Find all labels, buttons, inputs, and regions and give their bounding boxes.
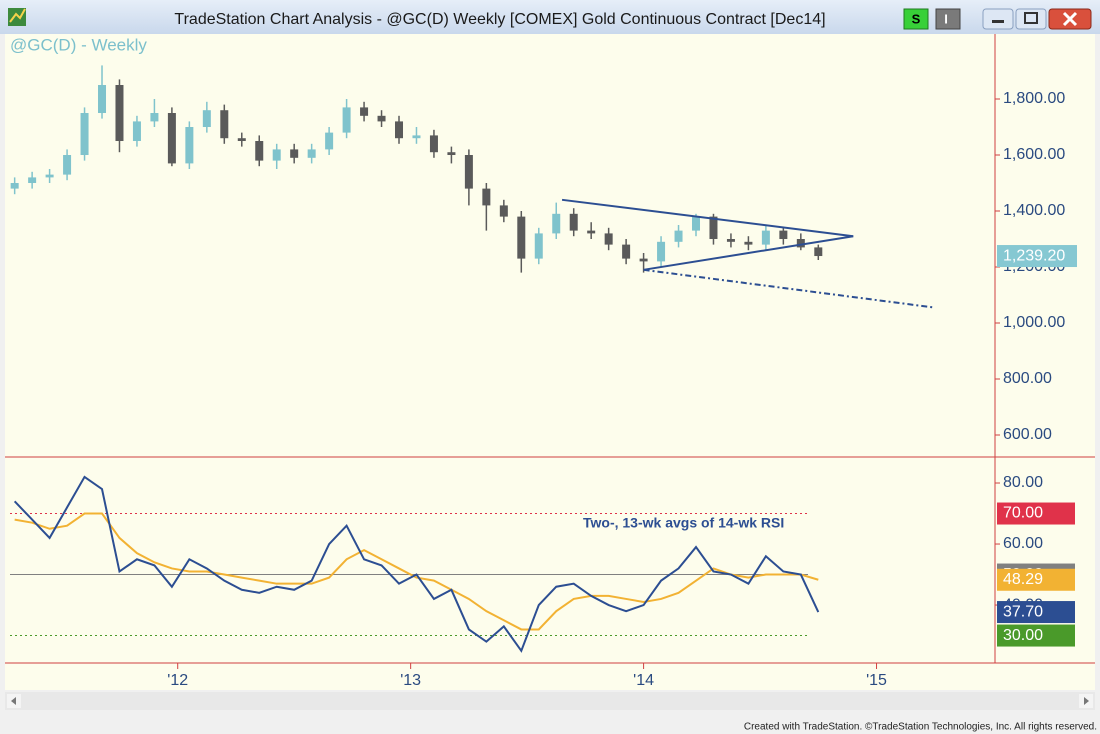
candle-body <box>814 247 823 257</box>
end-value-label: 37.70 <box>1003 603 1043 620</box>
candle-body <box>569 213 578 231</box>
end-value-box <box>997 601 1075 624</box>
candle-body <box>552 213 561 234</box>
candle-body <box>429 135 438 153</box>
close-button[interactable] <box>1048 8 1092 30</box>
app-icon <box>8 8 26 26</box>
y-tick-label: 60.00 <box>1003 535 1043 552</box>
reference-label: 30.00 <box>1003 627 1043 644</box>
trendline <box>643 235 854 271</box>
minimize-button[interactable] <box>982 8 1014 30</box>
window-title: TradeStation Chart Analysis - @GC(D) Wee… <box>174 11 825 28</box>
candle-body <box>150 113 159 122</box>
candle-body <box>63 155 72 175</box>
candle-body <box>255 141 264 161</box>
candle-body <box>115 85 124 142</box>
candle-body <box>464 155 473 189</box>
candle-body <box>360 107 369 116</box>
reference-box <box>997 624 1075 647</box>
maximize-button[interactable] <box>1015 8 1047 30</box>
candle-body <box>657 241 666 262</box>
x-tick-label: '13 <box>400 672 421 689</box>
candle-body <box>674 230 683 242</box>
last-price-label: 1,239.20 <box>1003 247 1065 264</box>
series-line <box>14 512 819 631</box>
footer: Created with TradeStation. ©TradeStation… <box>744 722 1097 733</box>
reference-label: 70.00 <box>1003 505 1043 522</box>
s-button[interactable]: S <box>903 8 929 30</box>
s-button-label: S <box>912 11 921 26</box>
reference-box <box>997 502 1075 525</box>
candle-body <box>482 188 491 206</box>
candle-body <box>779 230 788 240</box>
candle-body <box>132 121 141 142</box>
candle-body <box>534 233 543 259</box>
candle-body <box>499 205 508 217</box>
i-button-label: I <box>944 11 948 26</box>
candle-body <box>185 127 194 164</box>
y-tick-label: 800.00 <box>1003 370 1052 387</box>
candle-body <box>622 244 631 259</box>
candle-body <box>761 230 770 245</box>
panel-title: Two-, 13-wk avgs of 14-wk RSI <box>583 515 784 531</box>
candle-body <box>395 121 404 139</box>
candle-body <box>28 177 37 184</box>
candle-body <box>447 152 456 156</box>
candle-body <box>412 135 421 139</box>
chart-title: @GC(D) - Weekly <box>10 35 147 54</box>
candle-body <box>639 258 648 262</box>
candle-body <box>726 239 735 242</box>
y-tick-label: 80.00 <box>1003 474 1043 491</box>
y-tick-label: 1,400.00 <box>1003 202 1065 219</box>
candle-body <box>272 149 281 161</box>
y-tick-label: 1,000.00 <box>1003 314 1065 331</box>
candle-body <box>220 110 229 139</box>
candle-body <box>167 113 176 164</box>
end-value-label: 48.29 <box>1003 571 1043 588</box>
candle-body <box>517 216 526 259</box>
trendline <box>561 198 854 238</box>
end-value-box <box>997 568 1075 591</box>
candle-body <box>709 216 718 240</box>
candle-body <box>98 85 107 114</box>
x-tick-label: '14 <box>633 672 654 689</box>
y-tick-label: 600.00 <box>1003 426 1052 443</box>
scrollbar[interactable] <box>5 692 1095 710</box>
candle-body <box>325 132 334 150</box>
i-button[interactable]: I <box>935 8 961 30</box>
candle-body <box>604 233 613 245</box>
candle-body <box>307 149 316 158</box>
candle-body <box>377 115 386 122</box>
y-tick-label: 1,600.00 <box>1003 146 1065 163</box>
candle-body <box>45 174 54 178</box>
candle-body <box>290 149 299 158</box>
x-tick-label: '15 <box>866 672 887 689</box>
candle-body <box>796 239 805 248</box>
candle-body <box>10 183 19 189</box>
candle-body <box>202 110 211 128</box>
series-line <box>13 475 820 653</box>
last-price-box <box>997 245 1077 268</box>
x-tick-label: '12 <box>167 672 188 689</box>
candle-body <box>692 216 701 231</box>
candle-body <box>342 107 351 133</box>
candle-body <box>237 138 246 142</box>
candle-body <box>587 230 596 234</box>
y-tick-label: 1,800.00 <box>1003 90 1065 107</box>
candle-body <box>744 241 753 245</box>
candle-body <box>80 113 89 156</box>
